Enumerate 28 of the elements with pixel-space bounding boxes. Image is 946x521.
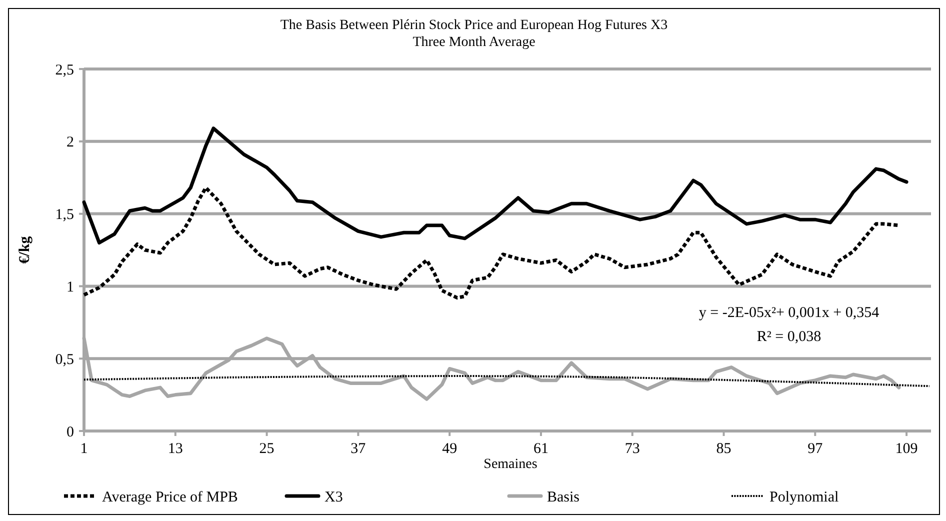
annotation: y = -2E-05x²+ 0,001x + 0,354: [698, 305, 880, 321]
y-axis-title: €/kg: [17, 236, 33, 264]
y-tick-label: 2,5: [55, 62, 74, 78]
y-tick-label: 0,5: [55, 352, 74, 368]
x-tick-label: 97: [808, 441, 824, 457]
x-tick-label: 61: [533, 441, 548, 457]
legend-label: X3: [324, 489, 343, 506]
chart-title: The Basis Between Plérin Stock Price and European Hog Futures X3: [280, 18, 668, 33]
x-axis-title: Semaines: [484, 457, 538, 472]
x-tick-label: 109: [895, 441, 918, 457]
chart-subtitle: Three Month Average: [412, 35, 536, 50]
y-tick-label: 2: [66, 134, 74, 151]
x-tick-label: 25: [259, 441, 274, 457]
x-tick-label: 85: [716, 441, 732, 457]
line-series: [83, 374, 930, 388]
x-tick-label: 73: [624, 441, 640, 457]
x-tick-label: 13: [168, 441, 183, 457]
x-tick-label: 1: [80, 441, 88, 457]
line-series: [82, 126, 908, 245]
annotation: R² = 0,038: [756, 329, 822, 345]
y-tick-label: 1: [66, 279, 74, 296]
x-tick-label: 49: [442, 441, 458, 457]
x-tick-label: 37: [350, 441, 366, 457]
legend-label: Average Price of MPB: [102, 489, 238, 506]
y-tick-label: 1,5: [55, 207, 74, 224]
y-tick-label: 0: [66, 424, 74, 440]
legend-label: Polynomial: [770, 489, 839, 506]
legend-label: Basis: [547, 489, 580, 506]
